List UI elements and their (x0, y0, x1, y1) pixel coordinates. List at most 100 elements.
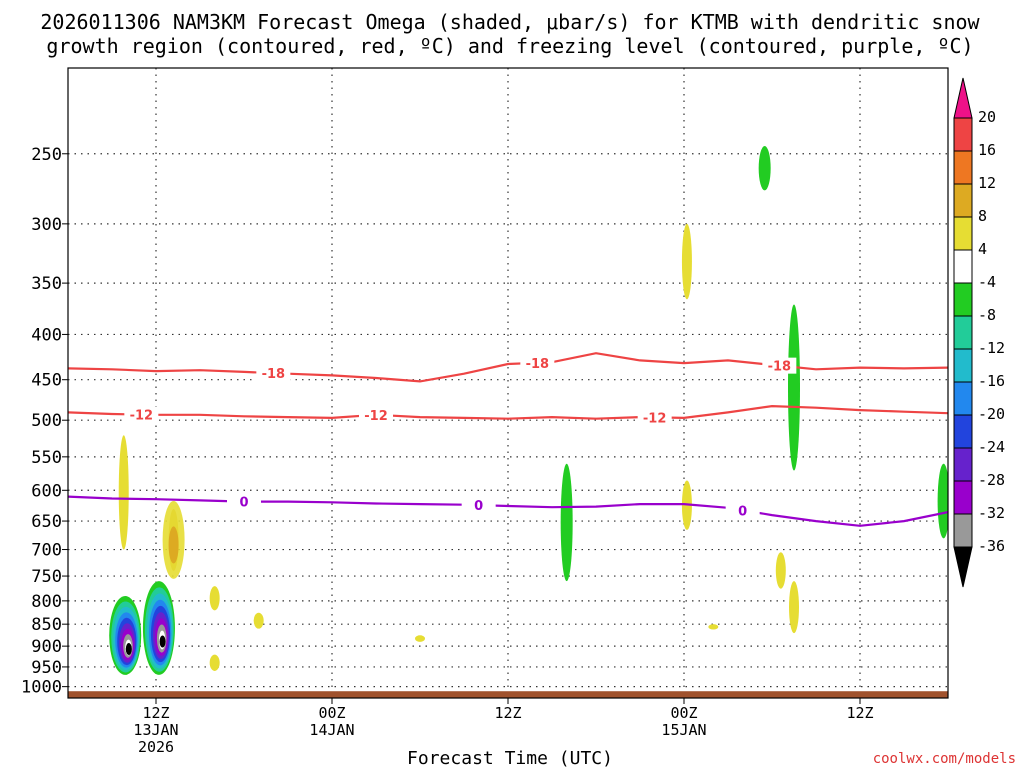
x-tick-label: 13JAN (133, 721, 178, 739)
omega-shade (708, 624, 719, 630)
contour-label: -18 (768, 360, 792, 375)
y-tick-label: 800 (31, 592, 62, 612)
colorbar-top-arrow (953, 77, 973, 119)
colorbar-segment (953, 282, 973, 317)
colorbar-segment (953, 249, 973, 284)
gridlines (68, 68, 948, 698)
colorbar-segment (953, 447, 973, 482)
y-axis-ticks: 2503003504004505005506006507007508008509… (21, 145, 68, 698)
colorbar-segment (953, 381, 973, 416)
omega-shading (109, 146, 948, 675)
chart-title-line2: growth region (contoured, red, ºC) and f… (46, 34, 973, 58)
omega-shade-inner (168, 526, 179, 564)
colorbar-label: 20 (978, 108, 996, 126)
colorbar-segment (953, 513, 973, 548)
omega-shade (415, 635, 425, 642)
colorbar-segment (953, 414, 973, 449)
y-tick-label: 400 (31, 325, 62, 345)
contour-label-bg (124, 406, 159, 423)
x-tick-label: 12Z (846, 704, 873, 722)
y-tick-label: 350 (31, 274, 62, 294)
contour-label: 0 (474, 499, 483, 514)
colorbar: 20 16 12 8 4 -4 -8 -12 -16 -20 -24 -28 -32 -36 (953, 77, 1005, 588)
y-tick-label: 300 (31, 215, 62, 235)
colorbar-label: -32 (978, 504, 1005, 522)
y-tick-label: 1000 (21, 678, 62, 698)
credit-text: coolwx.com/models (873, 751, 1016, 767)
y-tick-label: 750 (31, 567, 62, 587)
x-tick-label: 12Z (494, 704, 521, 722)
omega-shade (560, 463, 573, 582)
contour-label: -18 (262, 367, 286, 382)
ground-terrain (68, 691, 948, 698)
colorbar-segment (953, 150, 973, 185)
omega-core-ring (159, 635, 166, 648)
colorbar-segment (953, 216, 973, 251)
y-tick-label: 500 (31, 411, 62, 431)
colorbar-label: 4 (978, 240, 987, 258)
omega-shade (775, 552, 786, 589)
x-tick-label: 15JAN (661, 721, 706, 739)
contour-label-bg (637, 409, 672, 426)
omega-shade (209, 586, 220, 611)
y-tick-label: 950 (31, 658, 62, 678)
contour-label-bg (227, 493, 261, 510)
y-tick-label: 600 (31, 481, 62, 501)
contour-label: 0 (239, 496, 248, 511)
colorbar-label: -24 (978, 438, 1005, 456)
colorbar-segment (953, 480, 973, 515)
ground-fill (68, 691, 948, 698)
colorbar-segment (953, 183, 973, 218)
y-tick-label: 650 (31, 512, 62, 532)
colorbar-label: -12 (978, 339, 1005, 357)
contours (68, 352, 948, 527)
contour-label: -18 (526, 357, 550, 372)
omega-shade (118, 435, 129, 550)
y-tick-label: 550 (31, 448, 62, 468)
colorbar-label: 16 (978, 141, 996, 159)
contour-label: -12 (130, 409, 154, 424)
contour-label-bg (359, 406, 393, 423)
colorbar-label: -4 (978, 273, 996, 291)
omega-shade (209, 654, 220, 671)
colorbar-bottom-arrow (953, 546, 973, 588)
omega-shade (788, 304, 800, 471)
contour-label-bg (520, 354, 555, 371)
colorbar-label: 8 (978, 207, 987, 225)
y-tick-label: 900 (31, 637, 62, 657)
x-tick-label: 00Z (670, 704, 697, 722)
colorbar-label: -16 (978, 372, 1005, 390)
x-tick-label: 14JAN (309, 721, 354, 739)
colorbar-segment (953, 117, 973, 152)
y-tick-label: 250 (31, 145, 62, 165)
contour-line (68, 495, 948, 527)
contour-line (68, 404, 948, 420)
colorbar-segment (953, 315, 973, 350)
contour-label-bg (725, 502, 760, 519)
omega-shade (253, 612, 264, 629)
contour-label: -12 (364, 409, 388, 424)
colorbar-label: -8 (978, 306, 996, 324)
contour-line (68, 352, 948, 383)
x-tick-label: 2026 (138, 738, 174, 756)
omega-shade (937, 463, 948, 539)
y-tick-label: 850 (31, 615, 62, 635)
colorbar-label: -36 (978, 537, 1005, 555)
contour-label: 0 (738, 504, 747, 519)
contour-label-bg (762, 357, 797, 374)
omega-shade (758, 146, 771, 191)
contour-label: -12 (643, 411, 667, 426)
omega-core-ring (125, 642, 132, 655)
omega-shade (681, 223, 692, 300)
colorbar-label: -20 (978, 405, 1005, 423)
chart-title-line1: 2026011306 NAM3KM Forecast Omega (shaded… (40, 10, 980, 34)
plot-area (68, 68, 948, 698)
colorbar-segment (953, 348, 973, 383)
x-tick-label: 12Z (142, 704, 169, 722)
colorbar-label: 12 (978, 174, 996, 192)
contour-label-bg (461, 497, 496, 514)
x-tick-label: 00Z (318, 704, 345, 722)
y-tick-label: 700 (31, 541, 62, 561)
contour-label-bg (256, 365, 291, 382)
